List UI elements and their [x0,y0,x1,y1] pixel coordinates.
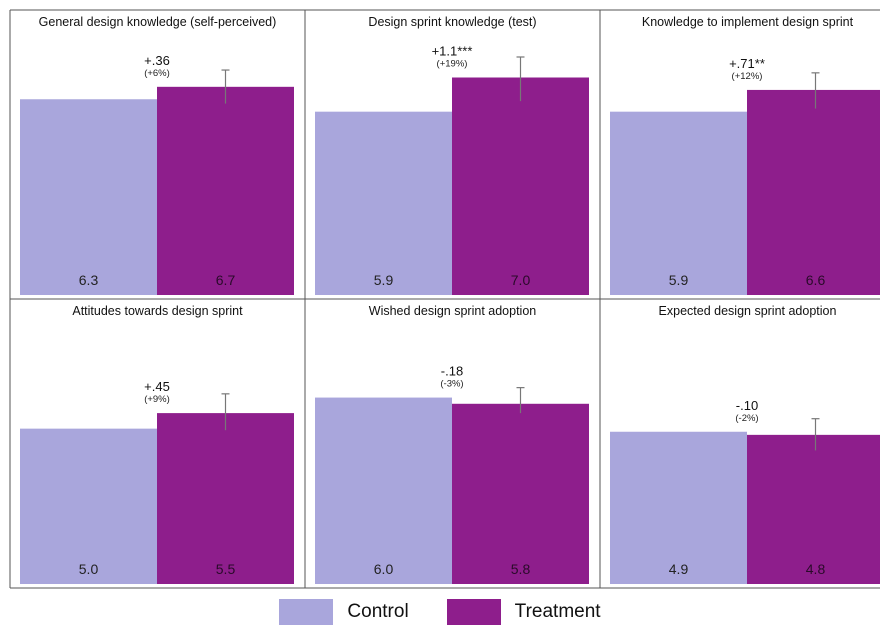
panel-3-bar-treatment [747,89,880,295]
panel-1-value-label-treatment: 6.7 [216,272,236,288]
panel-4-bar-control [20,428,157,584]
panel-3-value-label-treatment: 6.6 [806,272,826,288]
panel-4-title: Attitudes towards design sprint [72,304,243,318]
legend-label-treatment: Treatment [514,601,601,622]
panel-1-bar-treatment [157,86,294,295]
panel-4-value-label-treatment: 5.5 [216,561,236,577]
panel-5-effect: -.18 [441,364,463,379]
panel-6-bar-treatment [747,434,880,584]
panel-6-effect-pct: (-2%) [735,413,758,424]
panel-3-bar-control [610,111,747,295]
panel-4-value-label-control: 5.0 [79,561,99,577]
legend: Control Treatment [0,598,880,626]
panel-1-effect: +.36 [144,53,170,68]
legend-item-control: Control [279,599,409,625]
panel-5-bar-control [315,397,452,584]
panel-3-effect: +.71** [729,56,765,71]
panel-2-title: Design sprint knowledge (test) [368,15,536,29]
panel-6-effect: -.10 [736,398,758,413]
panel-2-effect: +1.1*** [432,44,473,59]
panel-4-bar-treatment [157,413,294,584]
panel-5-value-label-treatment: 5.8 [511,561,531,577]
panel-3-title: Knowledge to implement design sprint [642,15,854,29]
panel-5-title: Wished design sprint adoption [369,304,537,318]
chart-grid: General design knowledge (self-perceived… [9,9,880,589]
panel-3-value-label-control: 5.9 [669,272,689,288]
panel-6-value-label-control: 4.9 [669,561,689,577]
panel-4-effect-pct: (+9%) [144,394,170,405]
panel-5-effect-pct: (-3%) [440,379,463,390]
panel-5-bar-treatment [452,403,589,584]
panel-4-effect: +.45 [144,379,170,394]
legend-swatch-control [279,599,334,625]
panel-1-effect-pct: (+6%) [144,68,170,79]
panel-2-value-label-treatment: 7.0 [511,272,531,288]
panel-6-title: Expected design sprint adoption [659,304,837,318]
panel-6-bar-control [610,431,747,584]
panel-5-value-label-control: 6.0 [374,561,394,577]
panel-2-bar-treatment [452,77,589,295]
panel-1-title: General design knowledge (self-perceived… [39,15,277,29]
legend-item-treatment: Treatment [446,599,601,625]
panel-6-value-label-treatment: 4.8 [806,561,826,577]
legend-label-control: Control [347,601,409,622]
legend-swatch-treatment [446,599,501,625]
panel-2-value-label-control: 5.9 [374,272,394,288]
panel-1-bar-control [20,99,157,295]
panel-2-bar-control [315,111,452,295]
panel-1-value-label-control: 6.3 [79,272,99,288]
panel-3-effect-pct: (+12%) [732,71,763,82]
panel-2-effect-pct: (+19%) [437,59,468,70]
